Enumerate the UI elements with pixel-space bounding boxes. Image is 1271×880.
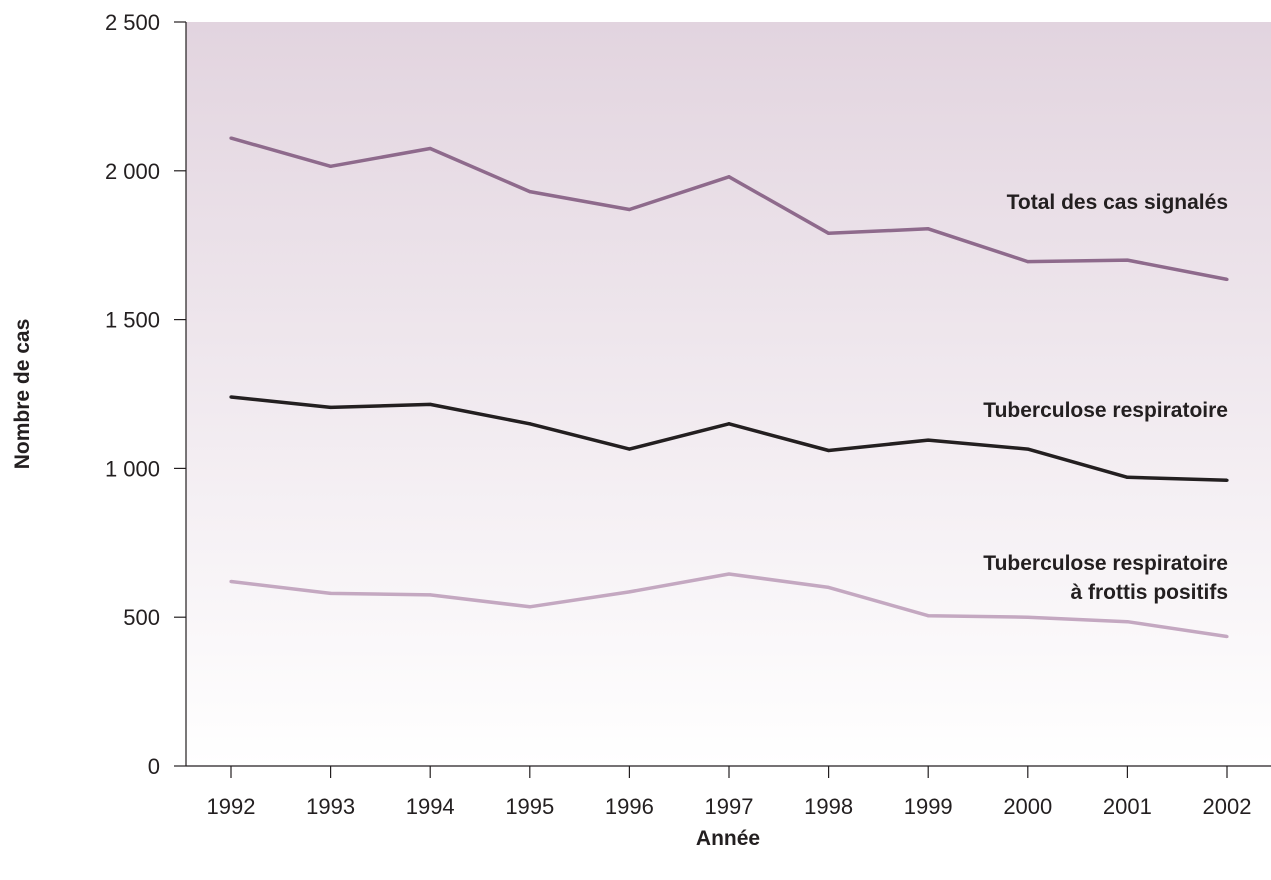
data-point bbox=[926, 438, 930, 442]
data-point bbox=[229, 579, 233, 584]
data-point bbox=[627, 447, 632, 451]
data-point bbox=[627, 207, 632, 212]
y-tick-label: 1 000 bbox=[105, 456, 160, 481]
x-tick-label: 1994 bbox=[406, 794, 455, 819]
data-point bbox=[1225, 277, 1229, 282]
data-point bbox=[926, 227, 930, 231]
x-axis-title: Année bbox=[696, 827, 760, 850]
x-tick-label: 1997 bbox=[705, 794, 754, 819]
data-point bbox=[528, 605, 532, 609]
x-tick-label: 2000 bbox=[1003, 794, 1052, 819]
y-tick-label: 1 500 bbox=[105, 308, 160, 333]
data-point bbox=[1026, 447, 1030, 451]
data-point bbox=[727, 175, 731, 179]
series-label-3: Tuberculose respiratoire bbox=[983, 552, 1228, 575]
data-point bbox=[428, 593, 432, 597]
data-point bbox=[428, 146, 432, 151]
series-labels: Total des cas signalés Tuberculose respir… bbox=[983, 191, 1228, 604]
x-tick-label: 2001 bbox=[1103, 794, 1152, 819]
data-point bbox=[627, 590, 632, 594]
data-point bbox=[428, 402, 432, 407]
x-tick-label: 1996 bbox=[605, 794, 654, 819]
x-axis: 1992 1993 1994 1995 1996 1997 1998 1999 2000 2001… bbox=[186, 765, 1271, 819]
x-tick-label: 2002 bbox=[1203, 794, 1252, 819]
data-point bbox=[1125, 258, 1129, 262]
y-tick-label: 0 bbox=[148, 754, 160, 779]
data-point bbox=[229, 395, 233, 399]
data-point bbox=[1225, 478, 1229, 482]
x-tick-label: 1993 bbox=[306, 794, 355, 819]
series-label-2: Tuberculose respiratoire bbox=[983, 399, 1228, 422]
data-point bbox=[229, 136, 233, 140]
series-lines bbox=[229, 136, 1229, 639]
x-tick-label: 1995 bbox=[505, 794, 554, 819]
series-label-3: à frottis positifs bbox=[1070, 581, 1228, 604]
data-point bbox=[827, 231, 831, 235]
data-point bbox=[329, 405, 333, 409]
data-point bbox=[528, 422, 532, 426]
y-axis: 0 500 1 000 1 500 2 000 2 500 bbox=[105, 10, 187, 779]
data-point bbox=[1026, 615, 1030, 619]
data-point bbox=[1026, 259, 1030, 264]
x-tick-label: 1998 bbox=[804, 794, 853, 819]
data-point bbox=[329, 164, 333, 168]
data-point bbox=[1225, 634, 1229, 639]
x-tick-label: 1999 bbox=[904, 794, 953, 819]
data-point bbox=[528, 190, 532, 194]
data-point bbox=[329, 591, 333, 595]
data-point bbox=[926, 614, 930, 618]
data-point bbox=[727, 422, 731, 426]
data-point bbox=[827, 448, 831, 453]
y-tick-label: 500 bbox=[123, 605, 160, 630]
y-tick-label: 2 000 bbox=[105, 159, 160, 184]
y-tick-label: 2 500 bbox=[105, 10, 160, 35]
data-point bbox=[827, 585, 831, 590]
data-point bbox=[1125, 475, 1129, 479]
y-axis-title: Nombre de cas bbox=[11, 319, 34, 470]
series-label-1: Total des cas signalés bbox=[1007, 191, 1228, 214]
data-point bbox=[727, 572, 731, 576]
data-point bbox=[1125, 620, 1129, 624]
plot-background bbox=[186, 22, 1271, 766]
x-tick-label: 1992 bbox=[207, 794, 256, 819]
